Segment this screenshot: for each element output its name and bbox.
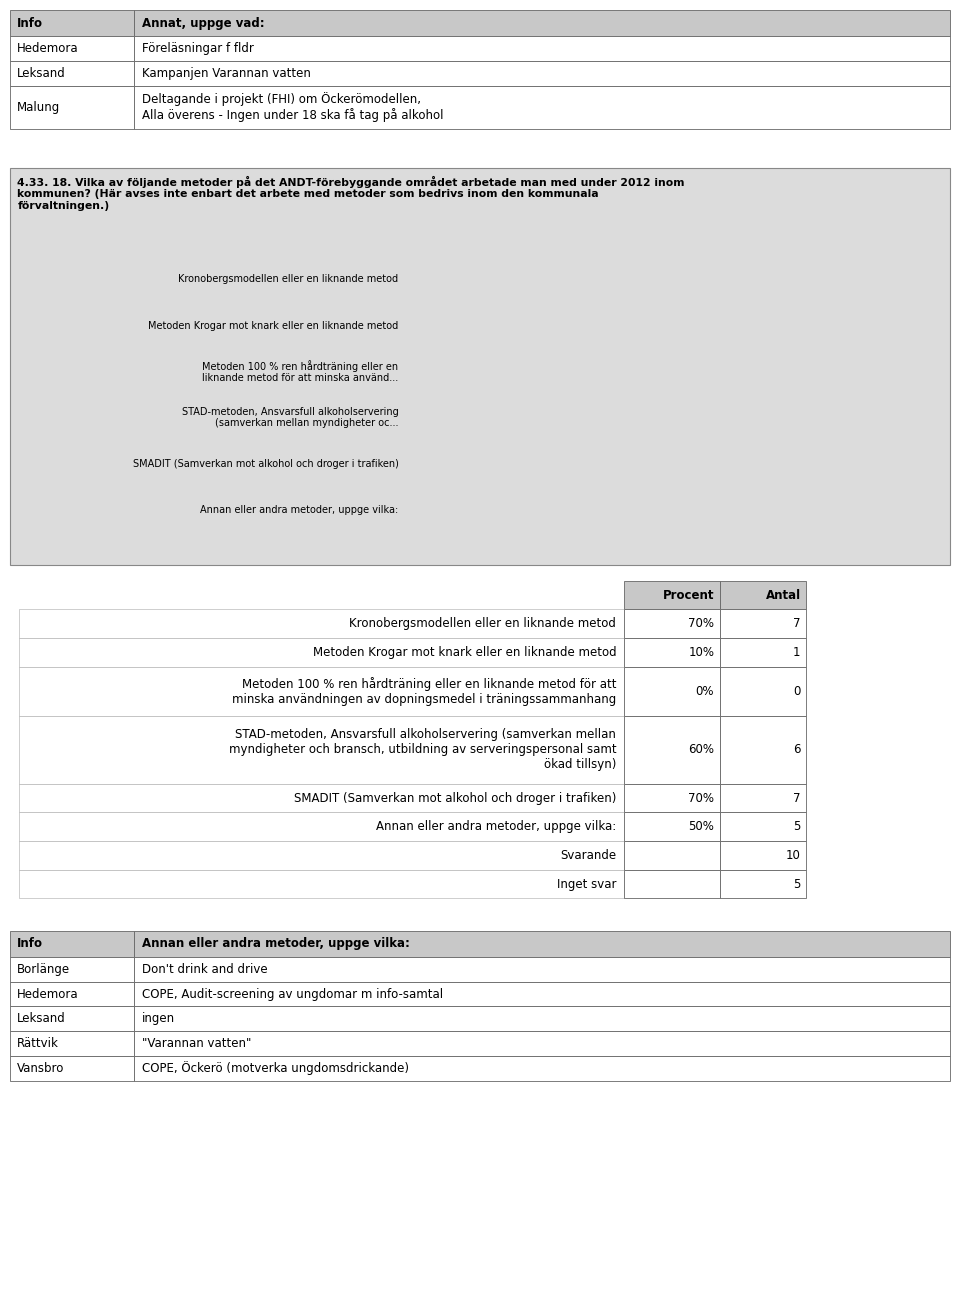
Bar — [403, 267, 865, 292]
Text: COPE, Audit-screening av ungdomar m info-samtal: COPE, Audit-screening av ungdomar m info… — [142, 988, 444, 1000]
Text: Kampanjen Varannan vatten: Kampanjen Varannan vatten — [142, 68, 311, 79]
Text: STAD-metoden, Ansvarsfull alkoholservering (samverkan mellan
myndigheter och bra: STAD-metoden, Ansvarsfull alkoholserveri… — [228, 728, 616, 772]
Text: 70%: 70% — [688, 617, 714, 630]
Text: Svarande: Svarande — [561, 849, 616, 862]
Text: 0%: 0% — [696, 685, 714, 698]
Text: Vansbro: Vansbro — [17, 1062, 64, 1074]
Text: SMADIT (Samverkan mot alkohol och droger i trafiken): SMADIT (Samverkan mot alkohol och droger… — [294, 792, 616, 805]
Text: Don't drink and drive: Don't drink and drive — [142, 963, 268, 975]
Text: 50%: 50% — [556, 504, 581, 514]
Text: Hedemora: Hedemora — [17, 988, 79, 1000]
Text: Föreläsningar f fldr: Föreläsningar f fldr — [142, 43, 254, 55]
Text: Rättvik: Rättvik — [17, 1038, 60, 1049]
Text: 10%: 10% — [688, 646, 714, 659]
Text: 1: 1 — [793, 646, 801, 659]
Text: ingen: ingen — [142, 1013, 176, 1025]
Text: Kronobergsmodellen eller en liknande metod: Kronobergsmodellen eller en liknande met… — [179, 275, 398, 285]
Text: 70%: 70% — [688, 792, 714, 805]
Text: Annan eller andra metoder, uppge vilka:: Annan eller andra metoder, uppge vilka: — [142, 937, 410, 950]
Text: Inget svar: Inget svar — [557, 878, 616, 891]
Text: Metoden Krogar mot knark eller en liknande metod: Metoden Krogar mot knark eller en liknan… — [148, 320, 398, 331]
Text: 0: 0 — [793, 685, 801, 698]
Text: 4.33. 18. Vilka av följande metoder på det ANDT-förebyggande området arbetade ma: 4.33. 18. Vilka av följande metoder på d… — [17, 176, 684, 211]
Text: 10%: 10% — [424, 320, 448, 331]
Text: Kronobergsmodellen eller en liknande metod: Kronobergsmodellen eller en liknande met… — [349, 617, 616, 630]
Text: Deltagande i projekt (FHI) om Öckerömodellen,
Alla överens - Ingen under 18 ska : Deltagande i projekt (FHI) om Öckerömode… — [142, 92, 444, 122]
Text: "Varannan vatten": "Varannan vatten" — [142, 1038, 252, 1049]
Text: Malung: Malung — [17, 102, 60, 113]
Text: 70%: 70% — [622, 275, 647, 285]
Text: 50%: 50% — [688, 820, 714, 833]
Text: 60%: 60% — [588, 413, 613, 423]
Text: Hedemora: Hedemora — [17, 43, 79, 55]
Text: Metoden 100 % ren hårdträning eller en
liknande metod för att minska använd...: Metoden 100 % ren hårdträning eller en l… — [203, 359, 398, 383]
Text: STAD-metoden, Ansvarsfull alkoholservering
(samverkan mellan myndigheter oc...: STAD-metoden, Ansvarsfull alkoholserveri… — [181, 406, 398, 428]
Text: 10: 10 — [786, 849, 801, 862]
Text: Info: Info — [17, 937, 43, 950]
Text: Metoden 100 % ren hårdträning eller en liknande metod för att
minska användninge: Metoden 100 % ren hårdträning eller en l… — [232, 677, 616, 706]
Text: Antal: Antal — [765, 589, 801, 602]
Text: Annan eller andra metoder, uppge vilka:: Annan eller andra metoder, uppge vilka: — [200, 504, 398, 514]
Text: 7: 7 — [793, 617, 801, 630]
Text: Info: Info — [17, 17, 43, 30]
Text: 60%: 60% — [688, 743, 714, 756]
Bar — [403, 405, 799, 430]
Text: Annan eller andra metoder, uppge vilka:: Annan eller andra metoder, uppge vilka: — [376, 820, 616, 833]
Text: 70%: 70% — [622, 458, 647, 469]
Text: 6: 6 — [793, 743, 801, 756]
Bar — [403, 312, 469, 339]
Text: Leksand: Leksand — [17, 68, 66, 79]
Text: COPE, Öckerö (motverka ungdomsdrickande): COPE, Öckerö (motverka ungdomsdrickande) — [142, 1061, 409, 1075]
Text: 5: 5 — [793, 878, 801, 891]
Text: Metoden Krogar mot knark eller en liknande metod: Metoden Krogar mot knark eller en liknan… — [313, 646, 616, 659]
Text: SMADIT (Samverkan mot alkohol och droger i trafiken): SMADIT (Samverkan mot alkohol och droger… — [132, 458, 398, 469]
Bar — [403, 497, 733, 522]
Text: Borlänge: Borlänge — [17, 963, 70, 975]
Text: Annat, uppge vad:: Annat, uppge vad: — [142, 17, 265, 30]
Text: Procent: Procent — [662, 589, 714, 602]
Bar — [403, 450, 865, 477]
Text: 7: 7 — [793, 792, 801, 805]
Text: Leksand: Leksand — [17, 1013, 66, 1025]
Text: 5: 5 — [793, 820, 801, 833]
